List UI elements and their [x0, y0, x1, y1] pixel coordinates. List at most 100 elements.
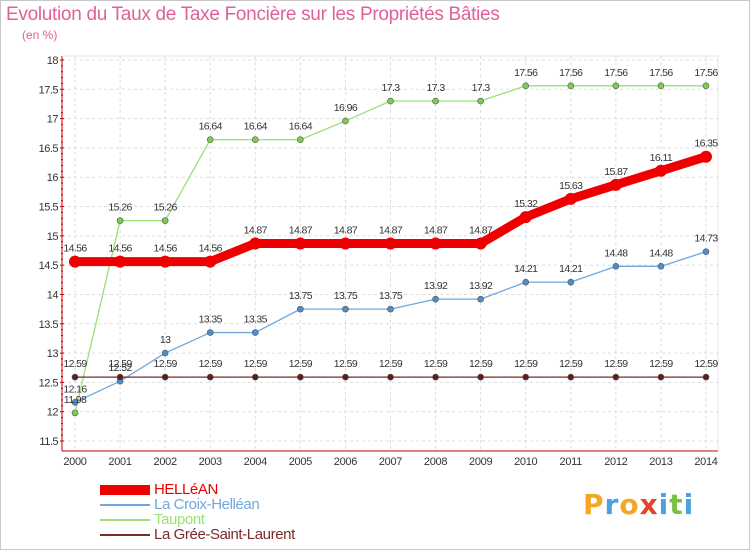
y-tick-label: 17.5 — [39, 84, 59, 96]
data-point — [609, 178, 622, 191]
data-label: 13.75 — [289, 290, 313, 302]
series-la-gr-e-saint-laurent — [71, 373, 710, 381]
data-point — [297, 373, 304, 381]
data-label: 15.26 — [154, 202, 178, 214]
data-point — [159, 255, 172, 268]
x-tick-label: 2005 — [289, 456, 312, 468]
data-point — [387, 97, 394, 105]
data-point — [474, 237, 487, 250]
data-point — [657, 82, 665, 90]
data-label: 13.35 — [244, 314, 268, 326]
data-label: 12.59 — [514, 358, 538, 370]
x-tick-label: 2014 — [694, 456, 717, 468]
logo-letter: i — [683, 488, 695, 521]
data-point — [432, 97, 439, 105]
data-point — [702, 373, 710, 381]
data-point — [297, 305, 304, 313]
data-label: 14.87 — [334, 224, 358, 236]
data-point — [251, 136, 259, 144]
legend-swatch — [100, 485, 150, 495]
data-label: 16.64 — [244, 121, 268, 133]
data-label: 13.92 — [469, 280, 493, 292]
y-tick-label: 18 — [47, 55, 59, 67]
data-point — [522, 373, 530, 381]
data-point — [206, 373, 214, 381]
data-point — [71, 373, 79, 381]
x-tick-label: 2007 — [379, 456, 402, 468]
chart-title: Evolution du Taux de Taxe Foncière sur l… — [6, 4, 500, 25]
data-label: 16.96 — [334, 102, 358, 114]
y-tick-label: 12.5 — [39, 377, 59, 389]
x-tick-label: 2004 — [244, 456, 267, 468]
y-tick-label: 15 — [47, 231, 59, 243]
data-label: 16.35 — [694, 138, 718, 150]
logo-letter: x — [639, 488, 659, 521]
proxiti-logo: Proxiti — [583, 488, 694, 521]
data-label: 12.59 — [604, 358, 628, 370]
legend-item: La Grée-Saint-Laurent — [100, 526, 380, 543]
data-label: 13 — [160, 334, 171, 346]
data-point — [654, 164, 667, 177]
data-label: 12.59 — [289, 358, 313, 370]
grid — [62, 56, 718, 451]
data-label: 12.59 — [63, 358, 87, 370]
x-tick-label: 2010 — [514, 456, 537, 468]
data-label: 16.11 — [650, 152, 673, 164]
data-point — [702, 82, 710, 90]
y-tick-label: 16.5 — [39, 143, 59, 155]
data-point — [71, 399, 79, 406]
logo-letter: o — [619, 488, 640, 521]
data-point — [251, 329, 259, 336]
x-tick-label: 2001 — [108, 456, 131, 468]
data-point — [116, 217, 124, 224]
data-label: 17.3 — [427, 82, 446, 94]
data-label: 17.3 — [472, 82, 491, 94]
x-tick-label: 2002 — [154, 456, 177, 468]
data-point — [204, 255, 217, 268]
data-label: 14.21 — [559, 263, 583, 275]
data-label: 14.48 — [604, 247, 628, 259]
y-tick-label: 13 — [47, 348, 59, 360]
data-label: 17.56 — [604, 67, 628, 79]
data-label: 14.56 — [199, 243, 223, 255]
plot-area — [62, 56, 718, 451]
series-taupont — [71, 82, 710, 417]
data-point — [519, 211, 532, 224]
data-label: 17.56 — [514, 67, 538, 79]
data-point — [206, 136, 214, 144]
x-tick-label: 2000 — [63, 456, 86, 468]
legend-swatch — [100, 519, 150, 521]
data-label: 12.59 — [649, 358, 673, 370]
data-point — [339, 237, 352, 250]
data-label: 14.56 — [63, 243, 87, 255]
legend: HELLéAN La Croix-Helléan Taupont La Grée-Sa… — [100, 481, 380, 543]
data-label: 11.98 — [64, 394, 87, 406]
logo-letter: i — [658, 488, 670, 521]
data-point — [567, 373, 575, 381]
data-point — [114, 255, 127, 268]
data-point — [522, 278, 530, 286]
data-label: 16.64 — [289, 121, 313, 133]
data-label: 16.64 — [199, 121, 223, 133]
y-tick-label: 14.5 — [39, 260, 59, 272]
data-point — [387, 373, 394, 381]
data-label: 14.73 — [694, 233, 718, 245]
data-label: 14.87 — [424, 224, 448, 236]
data-point — [612, 82, 620, 90]
legend-swatch — [100, 504, 150, 506]
y-tick-label: 13.5 — [39, 319, 59, 331]
data-point — [429, 237, 442, 250]
data-point — [71, 409, 79, 417]
x-tick-label: 2013 — [649, 456, 672, 468]
legend-label: La Grée-Saint-Laurent — [154, 526, 295, 543]
data-point — [700, 150, 712, 163]
y-tick-label: 16 — [47, 172, 59, 184]
series-hell-an — [69, 150, 712, 268]
data-point — [206, 329, 214, 336]
legend-item: HELLéAN — [100, 481, 380, 498]
data-label: 14.87 — [244, 224, 268, 236]
data-label: 17.56 — [694, 67, 718, 79]
data-label: 15.63 — [559, 180, 583, 192]
logo-letter: r — [604, 488, 620, 521]
data-label: 15.87 — [604, 166, 628, 178]
